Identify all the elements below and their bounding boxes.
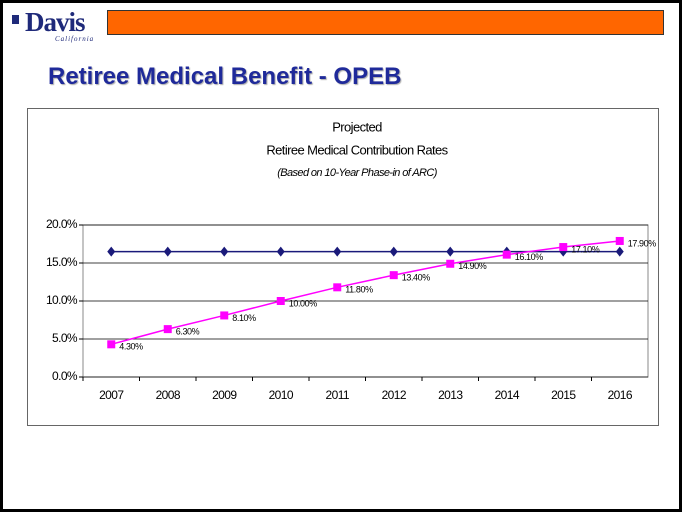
marker [389, 246, 398, 257]
value-label: 17.90% [628, 238, 657, 248]
marker [220, 246, 229, 257]
x-tick-label: 2013 [438, 388, 463, 402]
marker [107, 246, 116, 257]
y-tick-label: 0.0% [52, 369, 78, 383]
x-tick-label: 2012 [382, 388, 407, 402]
marker [446, 259, 455, 268]
x-tick-label: 2008 [156, 388, 181, 402]
logo-sub: California [55, 35, 95, 43]
value-label: 17.10% [571, 244, 600, 254]
value-label: 14.90% [458, 261, 487, 271]
marker [502, 250, 511, 259]
value-label: 4.30% [119, 342, 143, 352]
chart-subtitle: Retiree Medical Contribution Rates [266, 142, 448, 157]
marker [333, 246, 342, 257]
chart-title: Projected [332, 119, 382, 134]
logo: Davis [25, 7, 86, 37]
marker [615, 236, 624, 245]
x-tick-label: 2007 [99, 388, 124, 402]
chart-note: (Based on 10-Year Phase-in of ARC) [277, 167, 438, 179]
marker [389, 271, 398, 280]
value-label: 11.80% [345, 285, 373, 295]
marker [276, 246, 285, 257]
value-label: 10.00% [289, 298, 318, 308]
x-tick-label: 2016 [608, 388, 633, 402]
value-label: 8.10% [232, 313, 256, 323]
marker [220, 311, 229, 320]
y-tick-label: 10.0% [46, 293, 78, 307]
marker [163, 325, 172, 334]
x-tick-label: 2010 [269, 388, 294, 402]
marker [559, 243, 568, 252]
x-tick-label: 2015 [551, 388, 576, 402]
value-label: 16.10% [515, 252, 544, 262]
marker [446, 246, 455, 257]
logo-mark [12, 15, 19, 24]
header-bar [107, 10, 664, 35]
x-tick-label: 2009 [212, 388, 237, 402]
x-tick-label: 2014 [495, 388, 520, 402]
marker [107, 340, 116, 349]
marker [333, 283, 342, 292]
marker [163, 246, 172, 257]
marker [615, 246, 624, 257]
marker [276, 297, 285, 305]
value-label: 13.40% [402, 273, 431, 283]
value-label: 6.30% [176, 326, 200, 336]
chart: Projected Retiree Medical Contribution R… [27, 108, 659, 426]
slide-title: Retiree Medical Benefit - OPEB [48, 63, 402, 90]
y-tick-label: 15.0% [46, 255, 78, 269]
series-line [111, 240, 620, 346]
y-tick-label: 20.0% [46, 217, 78, 231]
y-tick-label: 5.0% [52, 331, 78, 345]
x-tick-label: 2011 [326, 388, 350, 402]
